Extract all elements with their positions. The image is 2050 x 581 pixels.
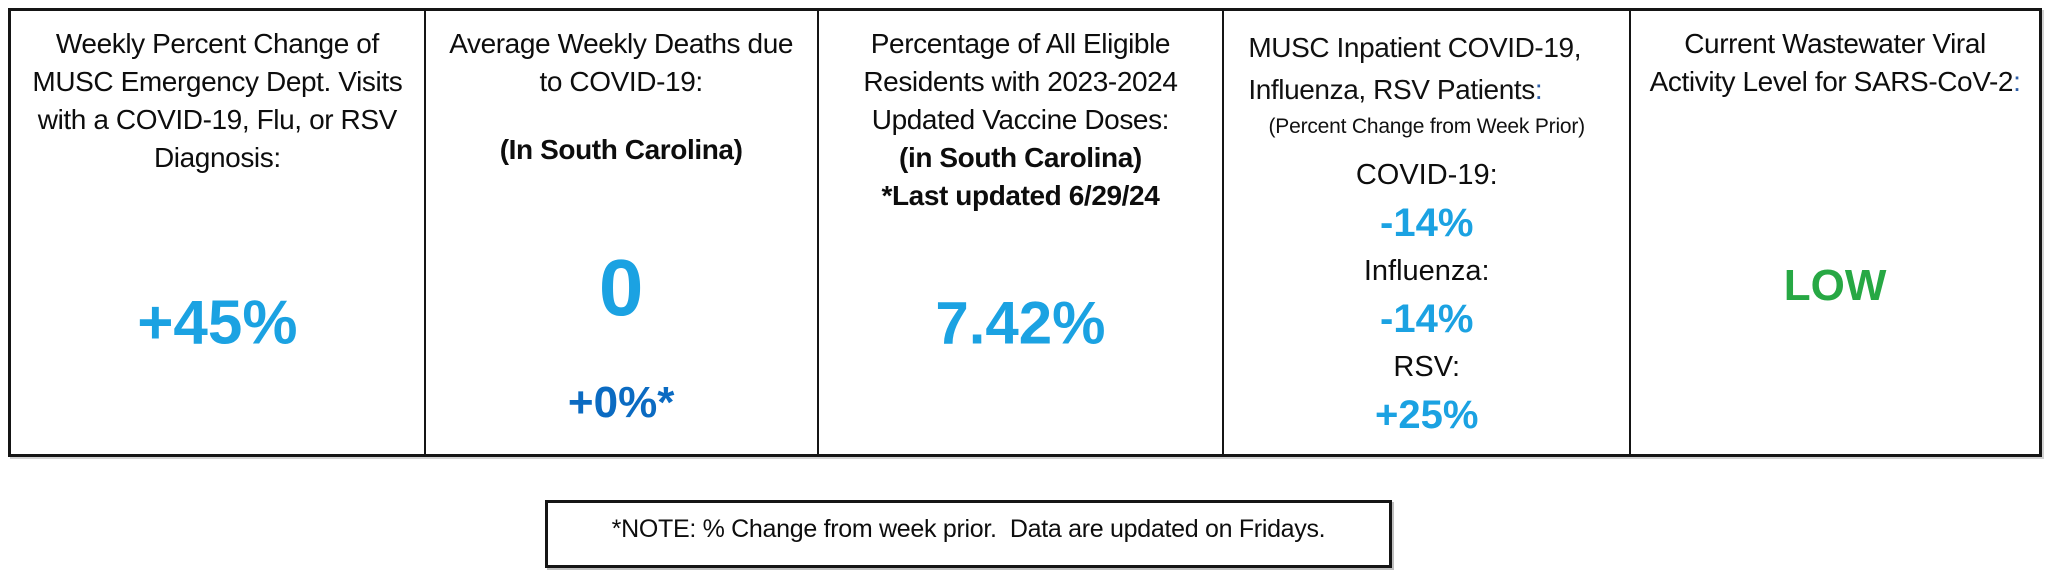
card-ed-visits: Weekly Percent Change of MUSC Emergency …: [11, 11, 426, 454]
wastewater-level-value: LOW: [1783, 261, 1887, 310]
rsv-metric-value: +25%: [1375, 393, 1479, 437]
vaccine-doses-value: 7.42%: [935, 289, 1106, 357]
card-weekly-deaths: Average Weekly Deaths due to COVID-19: (…: [426, 11, 819, 454]
weekly-deaths-region-label: (In South Carolina): [499, 134, 743, 165]
card-inpatient: MUSC Inpatient COVID-19, Influenza, RSV …: [1224, 11, 1632, 454]
influenza-metric-label: Influenza:: [1363, 255, 1490, 287]
inpatient-subtitle: (Percent Change from Week Prior): [1268, 115, 1585, 138]
card-wastewater: Current Wastewater Viral Activity Level …: [1631, 11, 2039, 454]
card-vaccine-doses: Percentage of All Eligible Residents wit…: [819, 11, 1225, 454]
note-text: *NOTE: % Change from week prior. Data ar…: [611, 514, 1326, 543]
vaccine-doses-updated-label: *Last updated 6/29/24: [881, 180, 1160, 211]
weekly-deaths-change-value: +0%*: [567, 378, 675, 427]
rsv-metric-label: RSV:: [1393, 351, 1461, 383]
covid-metric-label: COVID-19:: [1355, 159, 1498, 191]
weekly-deaths-value: 0: [598, 243, 644, 332]
ed-visits-change-value: +45%: [137, 288, 298, 358]
wastewater-title-colon: :: [2013, 66, 2021, 97]
vaccine-doses-title: Percentage of All Eligible Residents wit…: [819, 11, 1223, 215]
note-box: *NOTE: % Change from week prior. Data ar…: [545, 500, 1392, 568]
influenza-metric-value: -14%: [1380, 297, 1474, 341]
inpatient-title-colon: :: [1534, 74, 1543, 105]
covid-metric-value: -14%: [1380, 201, 1474, 245]
inpatient-metrics: COVID-19: -14% Influenza: -14% RSV: +25%: [1224, 151, 1629, 439]
ed-visits-title: Weekly Percent Change of MUSC Emergency …: [32, 28, 403, 173]
inpatient-title: MUSC Inpatient COVID-19, Influenza, RSV …: [1248, 32, 1582, 105]
weekly-deaths-title: Average Weekly Deaths due to COVID-19: (…: [426, 11, 817, 169]
stat-table: Weekly Percent Change of MUSC Emergency …: [8, 8, 2042, 457]
vaccine-doses-region-label: (in South Carolina): [899, 142, 1142, 173]
wastewater-title: Current Wastewater Viral Activity Level …: [1649, 28, 2021, 97]
